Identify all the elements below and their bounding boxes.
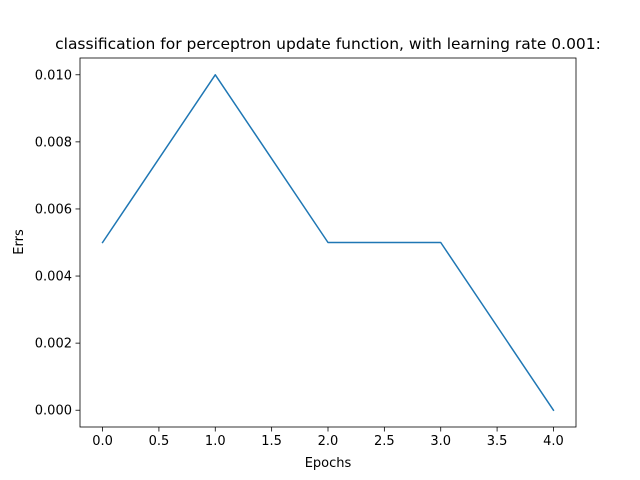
y-tick-label-3: 0.006 <box>35 202 72 217</box>
y-tick-label-5: 0.010 <box>35 68 72 83</box>
y-tick-label-4: 0.008 <box>35 135 72 150</box>
x-tick-label-3: 1.5 <box>261 434 282 449</box>
x-tick-label-2: 1.0 <box>205 434 226 449</box>
x-tick-label-1: 0.5 <box>149 434 170 449</box>
y-axis-label: Errs <box>12 229 27 255</box>
x-tick-label-8: 4.0 <box>543 434 564 449</box>
x-tick-label-4: 2.0 <box>318 434 339 449</box>
x-tick-label-7: 3.5 <box>487 434 508 449</box>
y-tick-label-0: 0.000 <box>35 404 72 419</box>
x-tick-label-0: 0.0 <box>92 434 113 449</box>
y-tick-label-2: 0.004 <box>35 270 72 285</box>
x-tick-label-6: 3.0 <box>430 434 451 449</box>
x-axis-label: Epochs <box>305 456 352 471</box>
series-line-0 <box>101 74 555 412</box>
plot-area: 0.0 0.5 1.0 1.5 2.0 2.5 3.0 3.5 4.0 0.000 0.002 0.0… <box>35 57 577 449</box>
y-tick-label-1: 0.002 <box>35 337 72 352</box>
chart-title: classification for perceptron update fun… <box>55 35 601 53</box>
x-tick-label-5: 2.5 <box>374 434 395 449</box>
